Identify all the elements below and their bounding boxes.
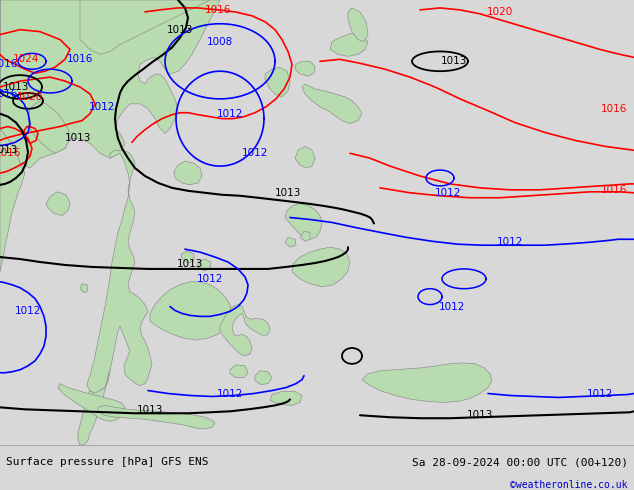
Text: 1013: 1013 [275,188,301,198]
Polygon shape [98,405,215,429]
Text: 1024: 1024 [13,54,39,64]
Polygon shape [0,0,220,168]
Text: 1012: 1012 [217,109,243,119]
Polygon shape [292,247,350,287]
Text: 1016: 1016 [0,89,18,99]
Text: 1012: 1012 [435,188,461,198]
Polygon shape [270,392,302,405]
Polygon shape [300,231,310,241]
Text: 1008: 1008 [207,37,233,47]
Polygon shape [230,365,248,378]
Polygon shape [0,0,25,272]
Polygon shape [150,282,232,340]
Text: 1012: 1012 [15,306,41,317]
Polygon shape [220,304,270,356]
Polygon shape [198,259,211,271]
Text: 1020: 1020 [17,92,43,102]
Text: 1016: 1016 [0,59,18,69]
Text: ©weatheronline.co.uk: ©weatheronline.co.uk [510,480,628,490]
Text: 1012: 1012 [242,148,268,158]
Text: 1013: 1013 [3,82,29,92]
Polygon shape [295,147,315,168]
Text: 1016: 1016 [601,104,627,114]
Text: 1013: 1013 [137,405,163,416]
Text: 1012: 1012 [197,274,223,284]
Text: Sa 28-09-2024 00:00 UTC (00+120): Sa 28-09-2024 00:00 UTC (00+120) [412,457,628,467]
Text: 1012: 1012 [497,237,523,247]
Text: 1012: 1012 [587,389,613,398]
Text: 1012: 1012 [217,389,243,398]
Text: 1013: 1013 [65,133,91,144]
Polygon shape [28,101,70,153]
Polygon shape [58,384,125,421]
Polygon shape [181,251,194,263]
Polygon shape [362,363,492,402]
Polygon shape [46,192,70,216]
Polygon shape [255,371,272,385]
Polygon shape [80,284,88,293]
Text: 1016: 1016 [67,54,93,64]
Polygon shape [78,371,110,445]
Polygon shape [285,204,322,239]
Text: 1013: 1013 [441,56,467,66]
Polygon shape [80,0,210,54]
Text: 1020: 1020 [487,7,513,17]
Text: 1016: 1016 [601,185,627,195]
Text: 1013: 1013 [0,145,18,155]
Text: Surface pressure [hPa] GFS ENS: Surface pressure [hPa] GFS ENS [6,457,209,467]
Polygon shape [295,61,315,76]
Text: 1013: 1013 [167,24,193,35]
Text: 1013: 1013 [177,259,203,269]
Polygon shape [265,67,290,97]
Text: 1012: 1012 [439,301,465,312]
Polygon shape [330,34,368,56]
Text: 1013: 1013 [467,410,493,420]
Text: 1012: 1012 [89,102,115,112]
Polygon shape [87,150,152,393]
Polygon shape [285,237,296,247]
Polygon shape [174,161,202,185]
Polygon shape [302,84,362,123]
Text: 1016: 1016 [205,5,231,15]
Text: 1016: 1016 [0,148,21,158]
Polygon shape [348,8,368,42]
